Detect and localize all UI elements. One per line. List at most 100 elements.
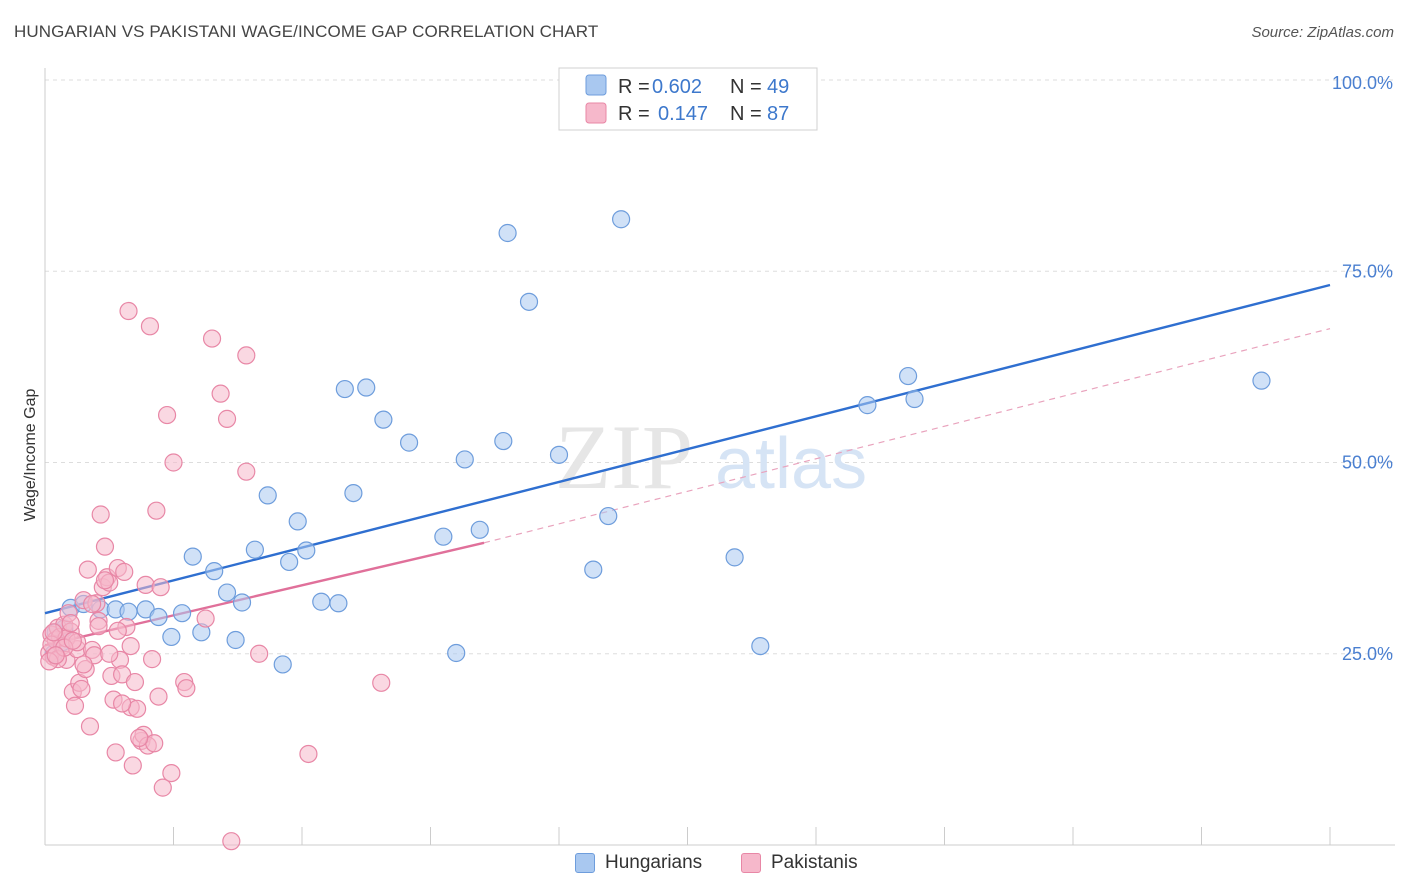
- hungarians-point: [273, 655, 292, 674]
- hungarians-point: [858, 396, 877, 415]
- pakistanis-points: [40, 301, 391, 851]
- hungarians-point: [205, 562, 224, 581]
- pakistanis-point: [65, 696, 85, 715]
- pakistanis-point: [61, 614, 80, 633]
- pakistanis-point: [106, 743, 125, 762]
- hungarians-point: [245, 540, 264, 559]
- hungarians-point: [280, 552, 299, 572]
- hungarians-point: [119, 602, 138, 621]
- pakistanis-point: [74, 655, 93, 674]
- hungarians-point: [584, 560, 603, 579]
- hungarians-point: [258, 486, 277, 505]
- hungarians-point: [549, 445, 569, 464]
- hungarians-point: [751, 636, 770, 656]
- pakistanis-point: [78, 560, 97, 579]
- legend-n-label-2: N =: [730, 103, 762, 125]
- pakistanis-point: [142, 650, 162, 669]
- legend-item-pakistanis: Pakistanis: [741, 852, 858, 874]
- y-axis-label: Wage/Income Gap: [22, 389, 39, 522]
- pakistanis-point: [108, 621, 127, 640]
- pakistanis-point: [63, 631, 82, 650]
- pakistanis-point: [121, 636, 140, 656]
- legend-swatch-hungarians: [585, 74, 607, 96]
- pakistanis-point: [237, 346, 256, 365]
- legend-r-value-1: 0.602: [652, 76, 702, 98]
- hungarians-point: [399, 433, 419, 452]
- hungarians-point: [434, 527, 453, 546]
- pakistanis-point: [44, 623, 63, 642]
- hungarians-point: [183, 547, 202, 566]
- hungarians-swatch: [575, 853, 595, 873]
- pakistanis-point: [130, 728, 149, 748]
- pakistanis-point: [140, 317, 160, 336]
- hungarians-point: [374, 410, 393, 429]
- pakistanis-point: [89, 617, 108, 636]
- hungarians-trend-line: [44, 283, 1331, 615]
- legend-r-value-2: 0.147: [658, 103, 708, 125]
- pakistanis-point: [95, 571, 115, 590]
- legend-n-value-1: 49: [767, 76, 789, 98]
- hungarians-point: [344, 484, 363, 503]
- pakistanis-point: [202, 329, 222, 348]
- stats-legend: R = 0.602 N = 49 R = 0.147 N = 87: [558, 67, 818, 131]
- legend-n-label-1: N =: [730, 76, 762, 98]
- y-tick-label: 75.0%: [1342, 261, 1393, 281]
- scatter-plot: ZIP atlas 100.0%75.0%50.0%25.0%0.0%60.0%…: [22, 67, 1395, 851]
- pakistanis-point: [46, 646, 65, 665]
- pakistanis-point: [119, 301, 138, 321]
- hungarians-point: [217, 583, 237, 602]
- legend-r-label-1: R =: [618, 76, 650, 98]
- pakistanis-point: [250, 644, 269, 663]
- hungarians-point: [519, 292, 539, 311]
- pakistanis-point: [299, 744, 318, 764]
- pakistanis-point: [177, 679, 196, 698]
- hungarians-point: [297, 541, 316, 560]
- legend-label-pakistanis: Pakistanis: [771, 852, 858, 873]
- hungarians-point: [226, 630, 245, 650]
- hungarians-point: [335, 379, 354, 399]
- hungarians-point: [329, 594, 348, 613]
- pakistanis-point: [83, 594, 102, 614]
- hungarians-point: [470, 520, 489, 539]
- pakistanis-point: [222, 832, 241, 851]
- hungarians-point: [494, 431, 513, 451]
- hungarians-point: [162, 627, 181, 647]
- hungarians-point: [498, 223, 517, 243]
- legend-n-value-2: 87: [767, 103, 789, 125]
- hungarians-point: [905, 389, 924, 409]
- pakistanis-point: [123, 756, 142, 775]
- pakistanis-point: [125, 672, 145, 692]
- pakistanis-point: [196, 609, 215, 628]
- legend-r-label-2: R =: [618, 103, 650, 125]
- pakistanis-point: [136, 575, 155, 595]
- hungarians-point: [725, 548, 744, 567]
- pakistanis-point: [100, 644, 119, 663]
- pakistanis-point: [115, 562, 134, 581]
- watermark-zip: ZIP: [555, 406, 693, 508]
- pakistanis-point: [153, 778, 172, 797]
- pakistanis-trend-extension: [483, 328, 1331, 544]
- axes: [44, 68, 1395, 846]
- gridlines: [45, 79, 1395, 655]
- pakistanis-point: [164, 453, 183, 472]
- watermark: ZIP atlas: [555, 406, 867, 508]
- pakistanis-point: [72, 679, 91, 699]
- hungarians-point: [357, 378, 376, 397]
- pakistanis-point: [217, 409, 237, 428]
- hungarians-point: [1252, 371, 1271, 390]
- y-tick-label: 50.0%: [1342, 453, 1393, 473]
- hungarians-point: [455, 450, 474, 469]
- y-tick-label: 100.0%: [1332, 73, 1393, 93]
- hungarians-point: [312, 592, 331, 611]
- legend-swatch-pakistanis: [585, 102, 607, 124]
- pakistanis-swatch: [741, 853, 761, 873]
- hungarians-point: [612, 210, 631, 229]
- pakistanis-point: [372, 673, 391, 692]
- pakistanis-point: [112, 694, 132, 713]
- hungarians-point: [599, 506, 618, 526]
- hungarians-point: [149, 607, 168, 627]
- y-tick-label: 25.0%: [1342, 644, 1393, 664]
- hungarians-point: [447, 643, 466, 663]
- legend-item-hungarians: Hungarians: [575, 852, 702, 874]
- pakistanis-point: [80, 717, 100, 736]
